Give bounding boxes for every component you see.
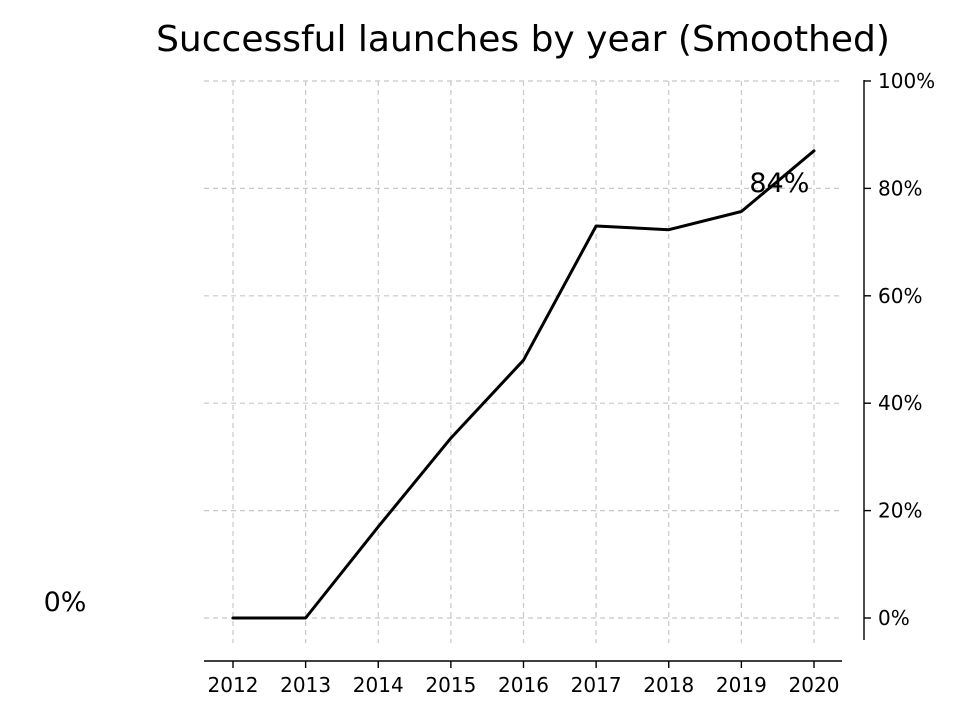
x-tick-label-2012: 2012 (208, 673, 259, 697)
y-tick-label-60: 60% (878, 284, 922, 308)
x-axis-ticks: 2012 2013 2014 2015 2016 2017 2018 2019 2020 (208, 661, 840, 697)
x-tick-label-2019: 2019 (716, 673, 767, 697)
x-tick-label-2015: 2015 (425, 673, 476, 697)
series-group (231, 149, 816, 620)
annotations: 84% 0% (44, 168, 810, 618)
y-tick-label-80: 80% (878, 176, 922, 200)
y-tick-label-40: 40% (878, 391, 922, 415)
annotation-0: 84% (749, 168, 809, 199)
y-tick-label-0: 0% (878, 606, 910, 630)
x-tick-label-2020: 2020 (789, 673, 840, 697)
y-axis-ticks: 0% 20% 40% 60% 80% 100% (864, 69, 935, 630)
x-tick-label-2016: 2016 (498, 673, 549, 697)
y-tick-label-20: 20% (878, 499, 922, 523)
series-line-0 (231, 149, 816, 620)
chart-title: Successful launches by year (Smoothed) (156, 19, 890, 60)
x-tick-label-2013: 2013 (280, 673, 331, 697)
x-tick-label-2014: 2014 (353, 673, 404, 697)
x-tick-label-2018: 2018 (643, 673, 694, 697)
annotation-1: 0% (44, 587, 87, 618)
x-tick-label-2017: 2017 (571, 673, 622, 697)
y-tick-label-100: 100% (878, 69, 935, 93)
